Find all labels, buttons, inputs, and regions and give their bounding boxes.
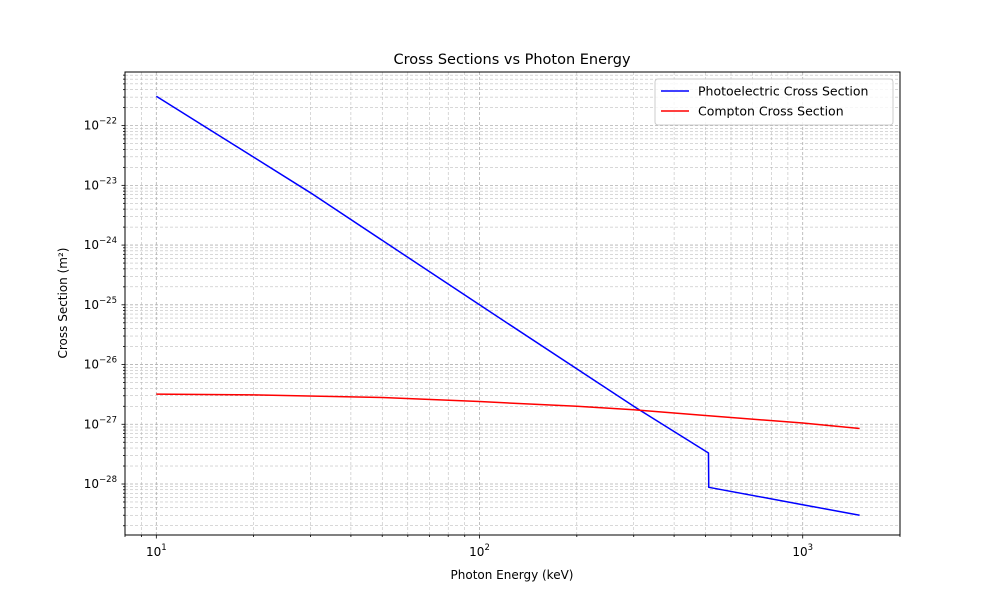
chart-title: Cross Sections vs Photon Energy <box>393 52 630 68</box>
photoelectric-series-line <box>155 95 860 516</box>
compton-series-line <box>156 393 860 430</box>
legend-label-photoelectric: Photoelectric Cross Section <box>698 84 868 99</box>
y-tick-label: 10−22 <box>84 117 117 133</box>
y-tick-label: 10−26 <box>84 356 117 372</box>
y-tick-label: 10−23 <box>84 176 117 192</box>
x-tick-label: 103 <box>792 543 813 559</box>
y-axis-title: Cross Section (m²) <box>56 248 70 359</box>
series-layer <box>155 95 860 516</box>
x-tick-label: 102 <box>469 543 490 559</box>
grid-layer <box>124 72 901 535</box>
x-axis-title: Photon Energy (keV) <box>451 568 574 582</box>
legend-box <box>654 78 894 126</box>
y-tick-label: 10−25 <box>84 296 117 312</box>
x-tick-label: 101 <box>146 543 167 559</box>
tick-layer: 101 102 103 10−22 10−23 10−24 10−25 10−26 10−27 1… <box>84 74 901 559</box>
y-tick-label: 10−24 <box>84 236 117 252</box>
y-tick-label: 10−27 <box>84 415 117 431</box>
legend-label-compton: Compton Cross Section <box>698 104 844 119</box>
legend: Photoelectric Cross Section Compton Cros… <box>654 78 894 126</box>
plot-frame <box>124 71 901 536</box>
y-tick-label: 10−28 <box>84 475 117 491</box>
